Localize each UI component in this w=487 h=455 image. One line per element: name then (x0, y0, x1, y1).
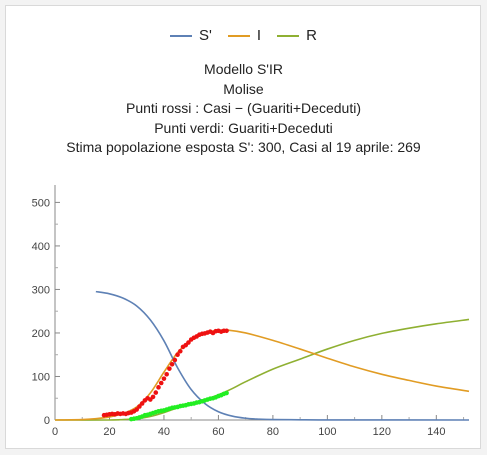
y-tick-label: 0 (44, 415, 50, 427)
y-tick-label: 500 (32, 197, 50, 209)
x-tick-label: 20 (103, 426, 115, 438)
x-tick-label: 140 (427, 426, 445, 438)
chart-title-block: Modello S'IR Molise Punti rossi : Casi −… (0, 60, 487, 158)
red-point (169, 361, 175, 367)
chart-panel (5, 5, 481, 449)
x-tick-label: 120 (373, 426, 391, 438)
chart-title-line-5: Stima popolazione esposta S': 300, Casi … (66, 139, 421, 155)
y-tick-label: 100 (32, 371, 50, 383)
red-point (177, 348, 183, 354)
red-point (224, 328, 229, 334)
red-point (161, 376, 167, 381)
red-point (164, 372, 169, 377)
y-tick-label: 200 (32, 328, 50, 340)
red-point (172, 357, 178, 363)
series-s-line (95, 290, 470, 421)
red-point (150, 394, 156, 400)
green-point (224, 390, 229, 396)
red-point (137, 404, 142, 409)
chart-title-line-3: Punti rossi : Casi − (Guariti+Deceduti) (126, 100, 361, 116)
red-point (156, 385, 161, 390)
red-point (167, 366, 172, 371)
legend-swatch-i (227, 34, 250, 37)
legend-item-i: I (227, 27, 262, 44)
chart-legend: S' I R (0, 27, 487, 44)
legend-item-r: R (277, 27, 317, 44)
x-tick-label: 40 (158, 426, 170, 438)
red-point (153, 390, 159, 395)
red-point (134, 407, 140, 412)
red-point (158, 380, 164, 386)
legend-label-r: R (306, 27, 317, 44)
x-tick-label: 0 (52, 426, 58, 438)
series-i-line (54, 329, 470, 421)
y-tick-label: 400 (32, 241, 50, 253)
x-tick-label: 100 (318, 426, 336, 438)
x-tick-label: 80 (267, 426, 279, 438)
chart-title-line-1: Modello S'IR (204, 61, 283, 77)
red-point (186, 340, 191, 345)
red-point (139, 401, 145, 406)
chart-title-line-2: Molise (223, 80, 264, 97)
legend-swatch-r (277, 34, 300, 37)
legend-label-s: S' (199, 27, 212, 44)
red-point (175, 352, 180, 358)
chart-title-line-4: Punti verdi: Guariti+Deceduti (154, 119, 333, 136)
y-tick-label: 300 (32, 284, 50, 296)
legend-item-s: S' (170, 27, 212, 44)
legend-swatch-s (170, 34, 193, 37)
legend-label-i: I (256, 27, 262, 44)
x-tick-label: 60 (212, 426, 224, 438)
series-r-line (54, 318, 470, 421)
